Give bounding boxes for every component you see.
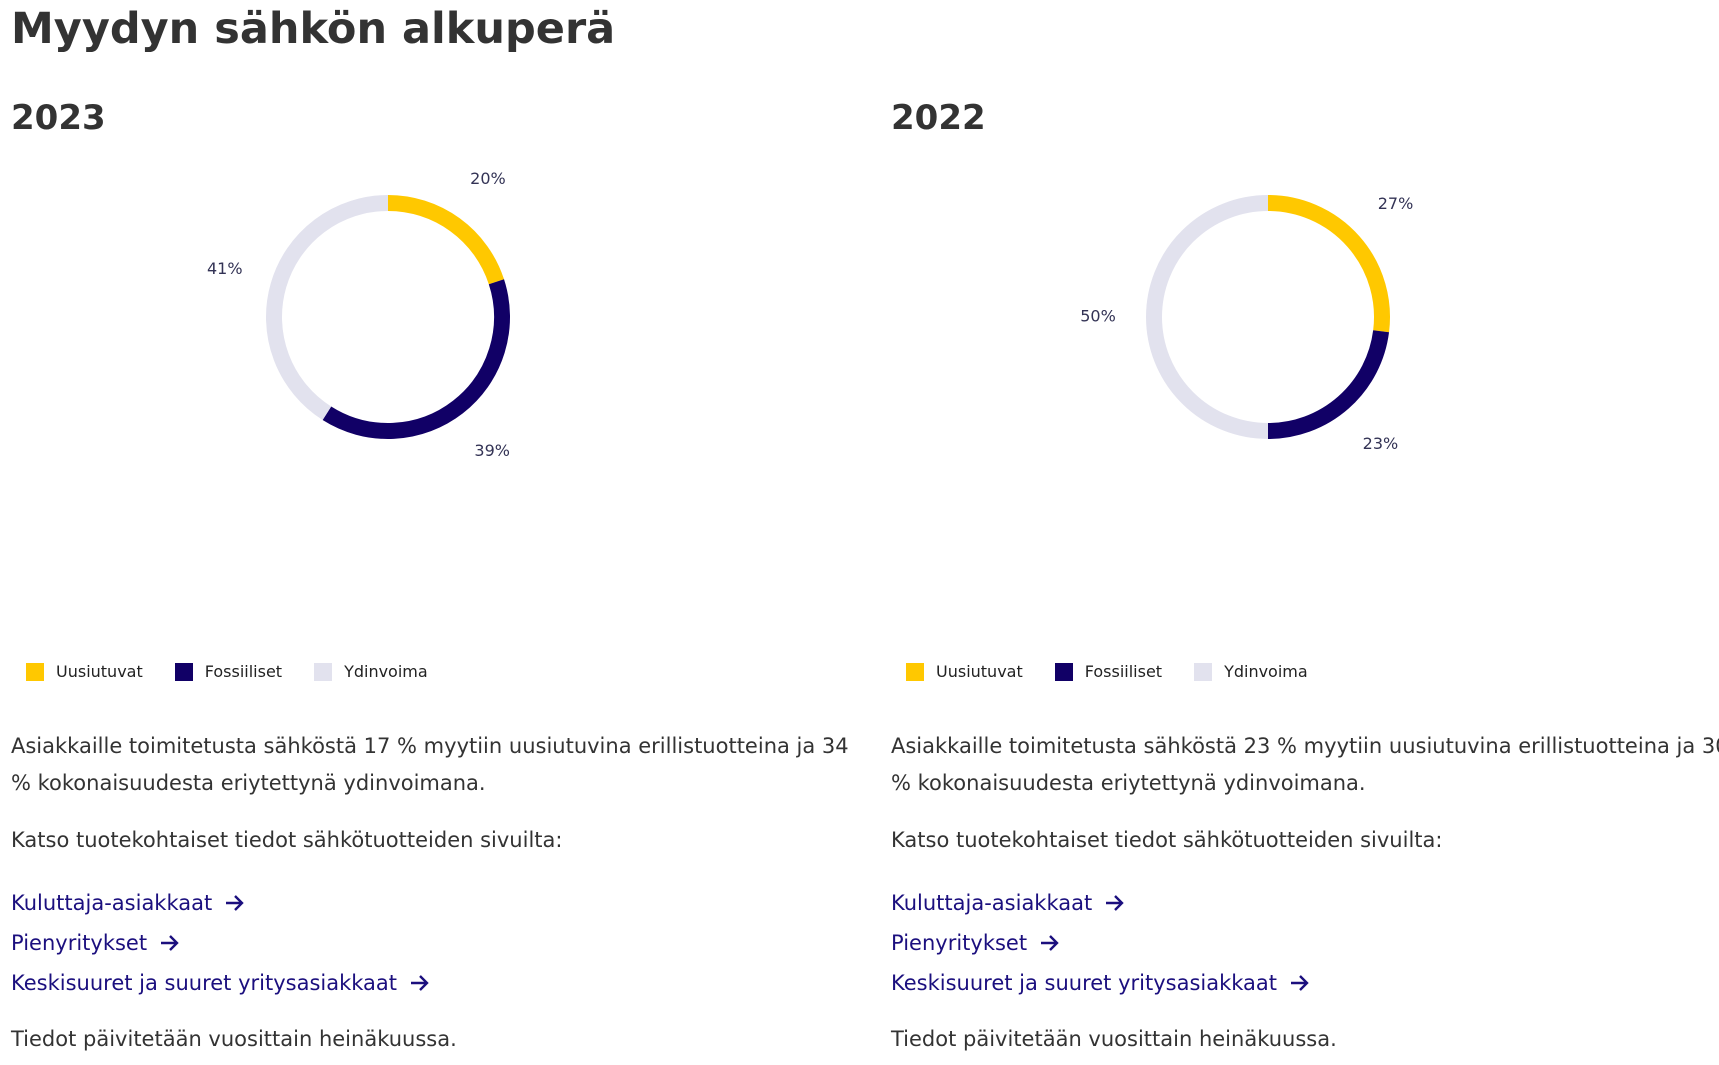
legend-label-renewables: Uusiutuvat — [936, 662, 1023, 681]
legend-swatch-fossil — [174, 662, 193, 681]
legend-label-fossil: Fossiiliset — [1084, 662, 1163, 681]
legend-swatch-renewables — [26, 662, 44, 681]
page-title: Myydyn sähkön alkuperä — [11, 4, 616, 54]
product-links: Kuluttaja-asiakkaat Pienyritykset Keskis… — [891, 883, 1311, 1003]
legend-swatch-nuclear — [1194, 662, 1213, 681]
link-label: Pienyritykset — [891, 931, 1028, 955]
legend-label-nuclear: Ydinvoima — [344, 662, 428, 681]
donut-slices — [266, 195, 510, 439]
legend-label-nuclear: Ydinvoima — [1224, 662, 1308, 681]
donut-labels: 20% 39% 41% — [207, 169, 510, 460]
year-heading: 2022 — [891, 98, 986, 138]
update-note: Tiedot päivitetään vuosittain heinäkuuss… — [891, 1027, 1337, 1051]
slice-fossil[interactable] — [322, 279, 510, 439]
slice-nuclear[interactable] — [1146, 195, 1269, 439]
link-label: Kuluttaja-asiakkaat — [891, 891, 1093, 915]
link-label: Kuluttaja-asiakkaat — [11, 891, 213, 915]
donut-labels: 27% 23% 50% — [1080, 194, 1413, 453]
slice-nuclear[interactable] — [266, 195, 389, 421]
link-pienyritykset[interactable]: Pienyritykset — [11, 931, 181, 955]
donut-chart: 27% 23% 50% — [1080, 194, 1413, 453]
donut-chart: 20% 39% 41% — [207, 169, 510, 460]
label-fossil: 39% — [474, 441, 510, 460]
arrow-right-icon — [226, 895, 244, 911]
legend-item-nuclear[interactable]: Ydinvoima — [1194, 662, 1308, 681]
link-pienyritykset[interactable]: Pienyritykset — [891, 931, 1061, 955]
link-label: Keskisuuret ja suuret yritysasiakkaat — [891, 971, 1278, 995]
arrow-right-icon — [1106, 895, 1124, 911]
chart-legend: Uusiutuvat Fossiiliset Ydinvoima — [26, 662, 460, 681]
year-heading: 2023 — [11, 98, 106, 138]
label-renewables: 20% — [470, 169, 506, 188]
legend-label-fossil: Fossiiliset — [204, 662, 283, 681]
label-fossil: 23% — [1363, 434, 1399, 453]
link-label: Pienyritykset — [11, 931, 148, 955]
link-kuluttaja-asiakkaat[interactable]: Kuluttaja-asiakkaat — [891, 891, 1126, 915]
legend-item-renewables[interactable]: Uusiutuvat — [26, 662, 143, 681]
legend-item-fossil[interactable]: Fossiiliset — [1054, 662, 1163, 681]
chart-panel-2022: 2022 27% 23% 50% Uusiutuvat Fossiiliset Yd… — [880, 0, 1719, 1065]
legend-label-renewables: Uusiutuvat — [56, 662, 143, 681]
link-kuluttaja-asiakkaat[interactable]: Kuluttaja-asiakkaat — [11, 891, 246, 915]
link-label: Keskisuuret ja suuret yritysasiakkaat — [11, 971, 398, 995]
donut-slices — [1146, 195, 1390, 439]
legend-item-renewables[interactable]: Uusiutuvat — [906, 662, 1023, 681]
chart-legend: Uusiutuvat Fossiiliset Ydinvoima — [906, 662, 1340, 681]
label-nuclear: 50% — [1080, 307, 1116, 326]
label-renewables: 27% — [1378, 194, 1414, 213]
slice-renewables[interactable] — [1267, 195, 1390, 333]
arrow-right-icon — [1041, 935, 1059, 951]
update-note: Tiedot päivitetään vuosittain heinäkuuss… — [11, 1027, 457, 1051]
link-keskisuuret-ja-suuret[interactable]: Keskisuuret ja suuret yritysasiakkaat — [11, 971, 431, 995]
arrow-right-icon — [411, 975, 429, 991]
slice-fossil[interactable] — [1267, 330, 1390, 439]
legend-item-fossil[interactable]: Fossiiliset — [174, 662, 283, 681]
arrow-right-icon — [161, 935, 179, 951]
legend-item-nuclear[interactable]: Ydinvoima — [314, 662, 428, 681]
product-info-text: Katso tuotekohtaiset tiedot sähkötuottei… — [891, 828, 1443, 852]
arrow-right-icon — [1291, 975, 1309, 991]
description-text: Asiakkaille toimitetusta sähköstä 17 % m… — [11, 734, 849, 795]
label-nuclear: 41% — [207, 259, 243, 278]
product-info-text: Katso tuotekohtaiset tiedot sähkötuottei… — [11, 828, 563, 852]
product-links: Kuluttaja-asiakkaat Pienyritykset Keskis… — [11, 883, 431, 1003]
legend-swatch-fossil — [1054, 662, 1073, 681]
chart-panel-2023: 2023 20% 39% 41% Uusiutuvat Fossiiliset Yd… — [11, 98, 849, 1051]
description-text: Asiakkaille toimitetusta sähköstä 23 % m… — [891, 734, 1719, 795]
slice-renewables[interactable] — [387, 195, 505, 285]
link-keskisuuret-ja-suuret[interactable]: Keskisuuret ja suuret yritysasiakkaat — [891, 971, 1311, 995]
legend-swatch-nuclear — [314, 662, 333, 681]
legend-swatch-renewables — [906, 662, 924, 681]
